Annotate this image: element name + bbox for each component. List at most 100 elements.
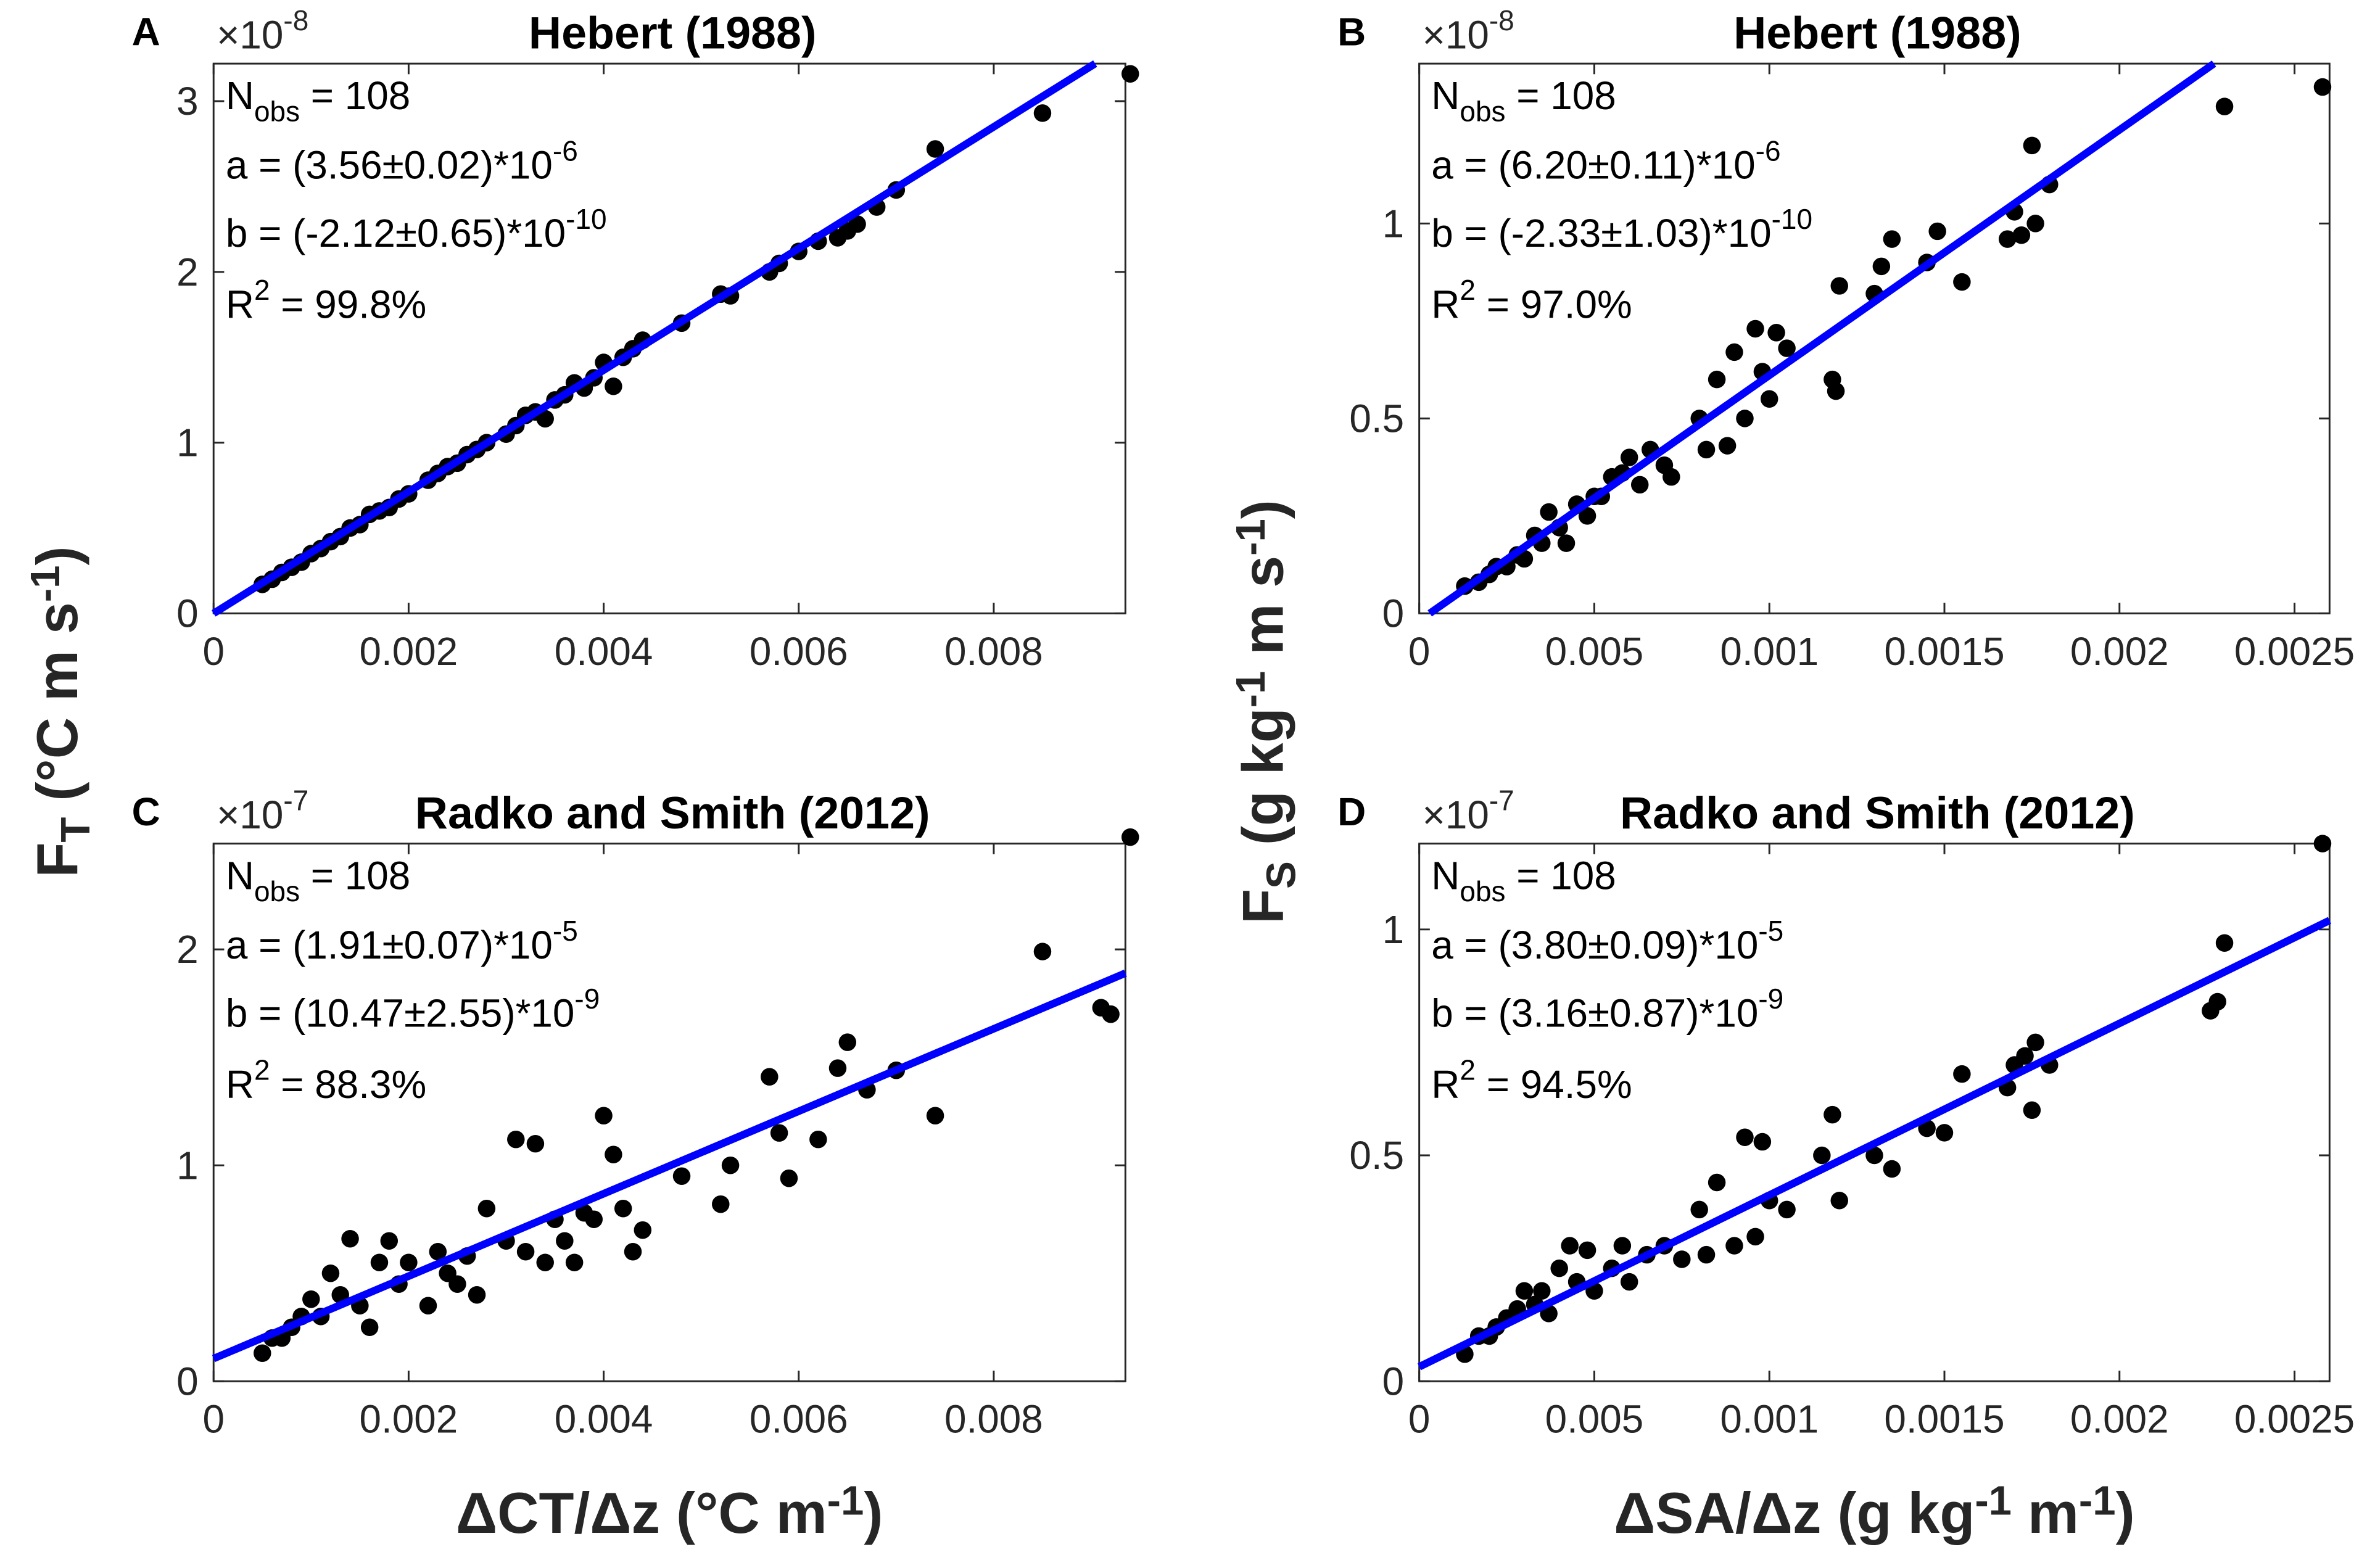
text-part: ×10	[217, 793, 283, 837]
y-tick-label: 0	[1382, 592, 1405, 636]
data-point	[1673, 1250, 1691, 1268]
data-point	[672, 1167, 691, 1185]
text-part: -10	[566, 203, 606, 235]
data-point	[507, 1130, 525, 1149]
data-point	[2026, 215, 2044, 233]
data-point	[321, 1264, 340, 1282]
data-point	[1697, 440, 1716, 459]
data-point	[1515, 1282, 1534, 1300]
text-part: N	[226, 853, 254, 897]
plot-frame	[1418, 62, 2331, 614]
x-tick-label: 0	[202, 1397, 225, 1442]
data-point	[1725, 343, 1743, 361]
x-axis-label: ΔSA/Δz (g kg-1 m-1)	[1614, 1477, 2134, 1545]
data-point	[770, 1124, 788, 1142]
data-point	[2023, 136, 2041, 155]
data-point	[468, 1285, 486, 1304]
text-part: -1	[22, 565, 68, 602]
annotation: a = (3.56±0.02)*10-6	[226, 134, 578, 187]
text-part: = 88.3%	[270, 1062, 427, 1107]
text-part: -1	[827, 1477, 864, 1524]
data-point	[1767, 324, 1785, 342]
text-part: )	[25, 546, 89, 565]
panel-title: Hebert (1988)	[529, 7, 817, 59]
y-tick-label: 1	[1382, 907, 1405, 952]
text-part: a = (6.20±0.11)*10	[1431, 143, 1755, 188]
text-part: b = (-2.33±1.03)*10	[1431, 211, 1771, 255]
annotation: Nobs = 108	[1431, 853, 1616, 907]
x-tick-label: 0.005	[1545, 1397, 1644, 1442]
text-part: -9	[574, 983, 600, 1015]
data-point	[477, 1199, 496, 1218]
text-part: )	[864, 1481, 883, 1545]
text-part: -1	[1228, 671, 1274, 708]
text-part: S	[1258, 861, 1304, 889]
text-part: b = (3.16±0.87)*10	[1431, 991, 1758, 1036]
y-tick-label: 3	[176, 79, 199, 123]
data-point	[254, 1344, 271, 1362]
data-point	[1121, 828, 1139, 846]
text-part: ΔSA/Δz (g kg	[1614, 1481, 1975, 1545]
data-point	[1872, 257, 1891, 276]
x-tick-label: 0.0015	[1884, 629, 2004, 674]
data-point	[360, 1318, 379, 1336]
x-tick-label: 0.001	[1720, 1397, 1819, 1442]
y-tick-label: 0.5	[1349, 396, 1404, 440]
data-point	[712, 1195, 730, 1213]
text-part: = 94.5%	[1476, 1062, 1632, 1107]
x-tick-label: 0.005	[1545, 629, 1644, 674]
annotation: R2 = 99.8%	[226, 274, 426, 326]
data-point	[624, 1242, 642, 1261]
data-point	[828, 1059, 847, 1077]
text-part: R	[226, 1062, 254, 1107]
data-point	[448, 1275, 466, 1293]
plot-frame	[212, 62, 1126, 614]
text-part: ΔCT/Δz (°C m	[456, 1481, 827, 1545]
text-part: a = (3.56±0.02)*10	[226, 143, 553, 188]
y-tick-label: 0.5	[1349, 1133, 1404, 1178]
annotation: a = (6.20±0.11)*10-6	[1431, 134, 1780, 187]
data-point	[1578, 507, 1596, 525]
axis-exponent: ×10-7	[1423, 785, 1514, 837]
axis-exponent: ×10-8	[217, 4, 308, 57]
data-point	[848, 215, 866, 233]
data-point	[1718, 437, 1737, 455]
y-tick-label: 0	[176, 1359, 199, 1403]
data-point	[536, 1253, 554, 1271]
text-part: obs	[1460, 95, 1505, 127]
x-tick-label: 0.002	[360, 1397, 458, 1442]
annotation: b = (-2.33±1.03)*10-10	[1431, 203, 1812, 255]
data-point	[1690, 1200, 1708, 1219]
text-part: -10	[1772, 203, 1812, 235]
x-axis-label: ΔCT/Δz (°C m-1)	[456, 1477, 883, 1545]
data-point	[1830, 277, 1848, 295]
data-point	[2313, 835, 2332, 852]
data-point	[1033, 943, 1052, 960]
annotation: b = (-2.12±0.65)*10-10	[226, 203, 607, 255]
data-point	[2208, 992, 2226, 1011]
x-tick-label: 0.0025	[2234, 1397, 2355, 1442]
data-point	[2023, 1101, 2041, 1120]
text-part: R	[1431, 283, 1460, 327]
data-point	[634, 1221, 652, 1239]
text-part: F	[1231, 889, 1295, 924]
text-part: -7	[283, 785, 308, 817]
x-tick-label: 0.0015	[1884, 1397, 2004, 1442]
text-part: = 108	[1506, 73, 1616, 118]
data-point	[1736, 1128, 1754, 1146]
text-part: = 97.0%	[1476, 283, 1632, 327]
data-point	[926, 1107, 944, 1124]
text-part: -8	[283, 4, 308, 36]
text-part: R	[1431, 1062, 1460, 1107]
text-part: T	[52, 817, 99, 843]
data-point	[1708, 1173, 1726, 1192]
text-part: N	[1431, 853, 1460, 897]
data-point	[809, 1130, 827, 1149]
data-point	[926, 140, 944, 158]
text-part: (°C m s	[25, 602, 89, 817]
y-axis-label: FS (g kg-1 m s-1)	[1228, 500, 1304, 924]
panel-title: Radko and Smith (2012)	[415, 787, 930, 838]
data-point	[2215, 97, 2234, 115]
